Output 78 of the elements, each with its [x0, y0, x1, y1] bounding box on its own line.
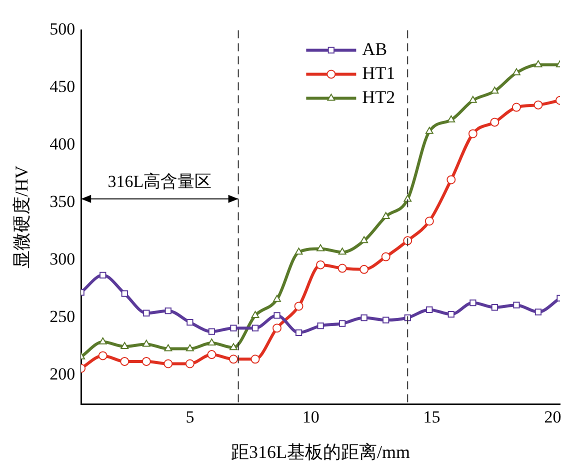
point: [512, 68, 520, 76]
x-tick-label: 15: [423, 408, 440, 427]
point: [252, 324, 259, 332]
point: [228, 354, 238, 364]
point: [317, 322, 324, 330]
point: [186, 319, 194, 326]
point: [120, 356, 130, 366]
point: [186, 344, 194, 352]
point: [100, 272, 106, 279]
point: [164, 344, 172, 352]
y-tick-label: 450: [50, 77, 76, 96]
point: [273, 294, 281, 302]
y-tick-label: 350: [50, 192, 76, 212]
point: [164, 359, 173, 368]
point: [512, 102, 521, 112]
point: [382, 316, 390, 324]
point: [142, 340, 150, 347]
point: [382, 212, 390, 220]
annotation: 316L高含量区: [108, 172, 212, 191]
point: [274, 312, 280, 319]
point: [468, 96, 477, 103]
point: [381, 252, 390, 262]
point: [316, 260, 326, 270]
point: [534, 60, 542, 68]
point: [142, 356, 151, 366]
point: [448, 310, 454, 318]
point: [207, 350, 216, 360]
point: [534, 100, 543, 110]
point: [425, 126, 434, 134]
line-series: [81, 272, 560, 336]
point: [426, 306, 433, 314]
point: [338, 264, 347, 273]
point: [491, 304, 498, 311]
y-tick-label: 400: [50, 134, 76, 154]
point: [208, 328, 216, 335]
point: [185, 359, 194, 368]
point: [513, 302, 520, 308]
point: [490, 118, 500, 127]
point: [360, 236, 368, 244]
y-tick-label: 250: [50, 307, 76, 326]
point: [164, 308, 172, 314]
point: [98, 337, 107, 344]
point: [447, 115, 456, 122]
point: [121, 290, 128, 297]
point: [230, 324, 237, 332]
point: [468, 129, 478, 138]
point: [470, 299, 476, 306]
point: [294, 302, 304, 311]
legend-label: HT2: [362, 86, 396, 107]
point: [295, 329, 302, 336]
point: [272, 324, 282, 333]
legend-label: HT1: [362, 62, 396, 83]
point: [143, 310, 150, 316]
point: [208, 338, 216, 346]
point: [98, 351, 108, 360]
x-tick-label: 10: [302, 408, 320, 427]
y-axis-title: 显微硬度/HV: [12, 166, 32, 269]
point: [316, 244, 325, 252]
point: [250, 354, 260, 364]
point: [360, 314, 368, 322]
point: [120, 342, 129, 349]
point: [534, 308, 542, 316]
point: [424, 216, 434, 226]
legend-label: AB: [362, 38, 388, 59]
y-tick-label: 300: [50, 250, 76, 269]
point: [446, 175, 456, 184]
x-tick-label: 20: [544, 408, 562, 427]
point: [230, 343, 238, 350]
y-tick-label: 500: [50, 20, 76, 39]
point: [490, 86, 499, 94]
point: [360, 264, 369, 274]
x-axis-title: 距316L基板的距离/mm: [231, 442, 410, 462]
point: [294, 248, 303, 255]
x-tick-label: 5: [186, 408, 194, 427]
y-tick-label: 200: [50, 364, 76, 384]
point: [338, 248, 346, 255]
point: [251, 310, 260, 318]
point: [338, 320, 346, 327]
